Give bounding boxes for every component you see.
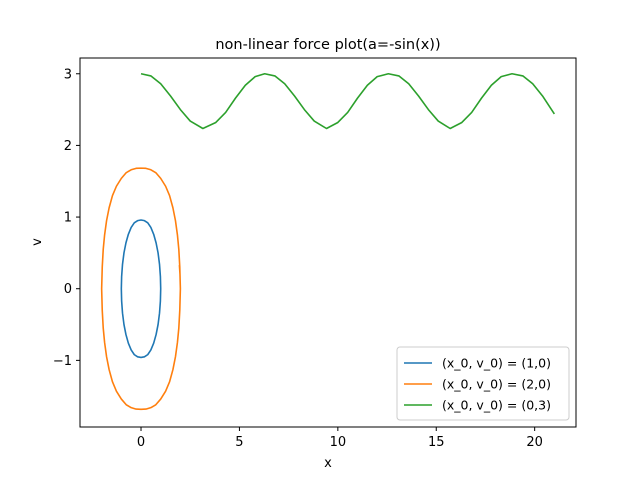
x-axis-label: x (324, 456, 332, 471)
legend-label-3: (x_0, v_0) = (0,3) (442, 398, 551, 413)
x-tick-label: 0 (137, 435, 145, 450)
x-tick-label: 15 (428, 435, 445, 450)
series-layer (100, 72, 556, 411)
y-tick-label: 2 (64, 139, 72, 154)
x-tick-label: 20 (526, 435, 543, 450)
legend-box (396, 346, 570, 421)
series-line-2 (100, 167, 182, 411)
x-tick-label: 10 (330, 435, 347, 450)
chart-title: non-linear force plot(a=-sin(x)) (215, 37, 440, 53)
y-tick-label: 0 (64, 282, 72, 297)
series-line-1 (120, 219, 162, 359)
legend-label-2: (x_0, v_0) = (2,0) (442, 377, 551, 392)
legend-label-1: (x_0, v_0) = (1,0) (442, 356, 551, 371)
x-tick-label: 5 (235, 435, 243, 450)
y-tick-label: 3 (64, 67, 72, 82)
series-line-3 (140, 72, 556, 130)
plot-frame (79, 57, 577, 428)
y-tick-label: 1 (64, 211, 72, 226)
y-axis: −1 0 1 2 3 (53, 67, 80, 369)
x-axis: 0 5 10 15 20 (137, 427, 543, 450)
legend: (x_0, v_0) = (1,0) (x_0, v_0) = (2,0) (x_0… (396, 346, 570, 421)
plot-area (79, 57, 577, 428)
y-axis-label: v (30, 238, 45, 246)
y-tick-label: −1 (53, 354, 72, 369)
